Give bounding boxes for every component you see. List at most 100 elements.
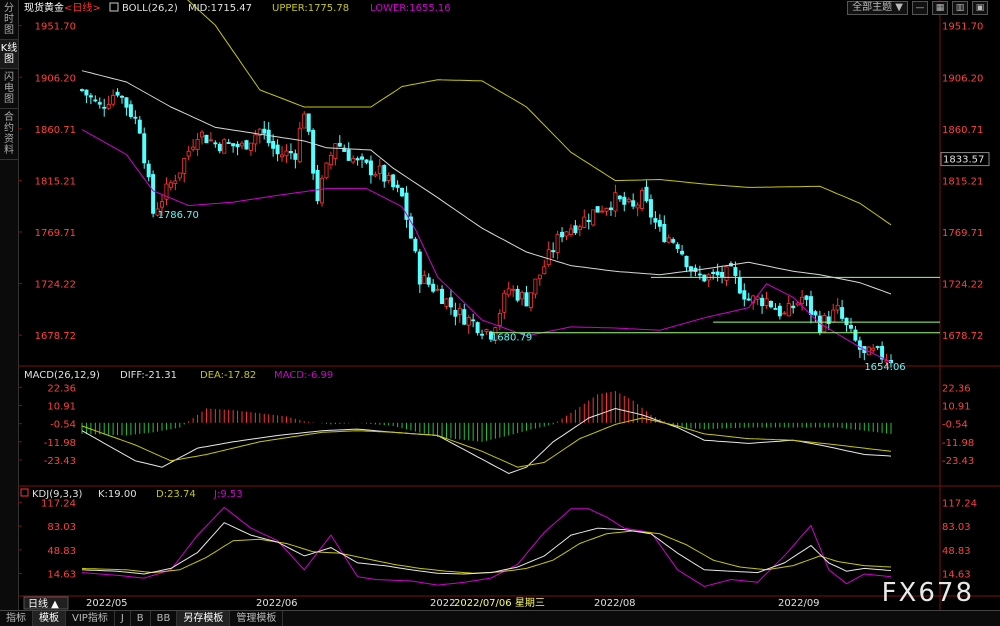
candle-body	[800, 296, 805, 305]
kdj-toggle-icon	[20, 488, 29, 497]
candle-body	[764, 298, 769, 306]
tab-template[interactable]: 模板	[33, 611, 66, 626]
tab-indicators[interactable]: 指标	[0, 611, 33, 626]
window-icon[interactable]: ▣	[972, 1, 988, 15]
candle-body	[737, 277, 742, 294]
candle-body	[400, 187, 405, 197]
candle-body	[871, 347, 876, 351]
candle-body	[168, 182, 173, 188]
candle-body	[417, 251, 422, 285]
candle-body	[346, 149, 351, 161]
theme-selector-label: 全部主题	[852, 2, 893, 13]
tab-contract-info[interactable]: 合约资料	[0, 109, 18, 160]
kdj-tick-label-right: 14.63	[942, 570, 971, 581]
theme-selector[interactable]: 全部主题 ▼	[847, 1, 908, 15]
tab-j[interactable]: J	[115, 611, 131, 626]
candle-body	[831, 309, 836, 323]
instrument-label: 现货黄金	[24, 1, 64, 14]
candle-body	[462, 309, 467, 325]
period-button-bg	[23, 596, 69, 610]
bottom-tabbar: 指标 模板 VIP指标 J B BB 另存模板 管理模板	[0, 610, 1000, 626]
candle-body	[666, 237, 671, 243]
kdj-tick-label-right: 117.24	[942, 498, 977, 509]
candle-body	[782, 312, 787, 315]
tab-flash[interactable]: 闪电图	[0, 69, 18, 109]
period-label: <日线>	[64, 1, 101, 14]
price-tick-label-right: 1860.71	[942, 125, 983, 136]
candle-body	[564, 231, 569, 237]
candle-body	[160, 201, 165, 208]
candle-body	[760, 297, 765, 307]
candle-body	[271, 140, 276, 149]
x-axis-label: 2022/09	[778, 598, 820, 609]
candle-body	[697, 273, 702, 276]
tab-timeshare[interactable]: 分时图	[0, 0, 18, 40]
candle-body	[533, 278, 538, 295]
price-tick-label-right: 1906.20	[942, 73, 983, 84]
candle-body	[435, 288, 440, 291]
minus-icon[interactable]: —	[912, 1, 928, 15]
candle-body	[524, 292, 529, 307]
candle-body	[84, 89, 89, 96]
macd-tick-label-right: 10.91	[942, 401, 971, 412]
chevron-down-icon: ▼	[895, 2, 903, 13]
candle-body	[182, 158, 187, 174]
candle-body	[302, 113, 307, 129]
macd-tick-label-right: -0.54	[942, 420, 968, 431]
candle-body	[226, 142, 231, 144]
tab-vip-indicators[interactable]: VIP指标	[66, 611, 115, 626]
candle-body	[591, 209, 596, 226]
tab-save-template[interactable]: 另存模板	[177, 611, 231, 626]
candle-body	[542, 266, 547, 275]
macd-tick-label-left: -11.98	[44, 438, 76, 449]
boll-toggle-icon	[109, 2, 119, 12]
candle-body	[568, 228, 573, 236]
grid-icon[interactable]: ▦	[932, 1, 948, 15]
tab-b[interactable]: B	[131, 611, 151, 626]
boll-lower-line	[81, 129, 892, 363]
tab-bb[interactable]: BB	[151, 611, 178, 626]
price-tick-label-left: 1860.71	[35, 125, 76, 136]
candle-body	[528, 292, 533, 308]
candle-body	[297, 127, 302, 163]
candle-body	[111, 95, 116, 105]
candle-body	[551, 250, 556, 253]
candle-body	[880, 345, 885, 360]
candle-body	[844, 317, 849, 326]
tab-manage-template[interactable]: 管理模板	[230, 611, 284, 626]
price-tick-label-right: 1769.71	[942, 228, 983, 239]
candle-body	[573, 225, 578, 234]
candle-body	[106, 104, 111, 109]
candle-body	[671, 239, 676, 243]
candle-body	[506, 288, 511, 296]
annotation-low-1786: 1786.70	[158, 210, 199, 221]
chart-area[interactable]: 1951.70 1951.70 1906.20 1906.20 1860.71 1860.…	[18, 0, 1000, 610]
chart-svg[interactable]: 1951.70 1951.70 1906.20 1906.20 1860.71 1860.…	[18, 0, 1000, 610]
price-tick-label-right: 1724.22	[942, 280, 983, 291]
candle-body	[222, 139, 227, 154]
price-tick-label-left: 1951.70	[35, 22, 76, 33]
candle-body	[408, 216, 413, 239]
candle-body	[391, 174, 396, 188]
candle-body	[128, 104, 133, 117]
candle-body	[702, 274, 707, 282]
macd-tick-label-left: -0.54	[50, 420, 76, 431]
tab-kline[interactable]: K线图	[0, 40, 18, 69]
price-tick-label-right: 1815.21	[942, 176, 983, 187]
candle-body	[724, 266, 729, 281]
annotation-low-1680: 1680.79	[491, 332, 532, 343]
candle-body	[768, 300, 773, 308]
candle-body	[604, 207, 609, 212]
candle-body	[377, 165, 382, 175]
candle-body	[608, 207, 613, 211]
x-axis-label: 2022/08	[594, 598, 636, 609]
boll-mid-line	[81, 70, 892, 295]
candle-body	[786, 303, 791, 317]
kdj-tick-label-left: 117.24	[41, 498, 76, 509]
candle-body	[360, 156, 365, 160]
kdj-j-label: J:9.53	[213, 489, 243, 500]
layout-icon[interactable]: ▥	[952, 1, 968, 15]
candle-body	[213, 142, 218, 145]
candle-body	[857, 340, 862, 350]
candle-body	[680, 250, 685, 255]
